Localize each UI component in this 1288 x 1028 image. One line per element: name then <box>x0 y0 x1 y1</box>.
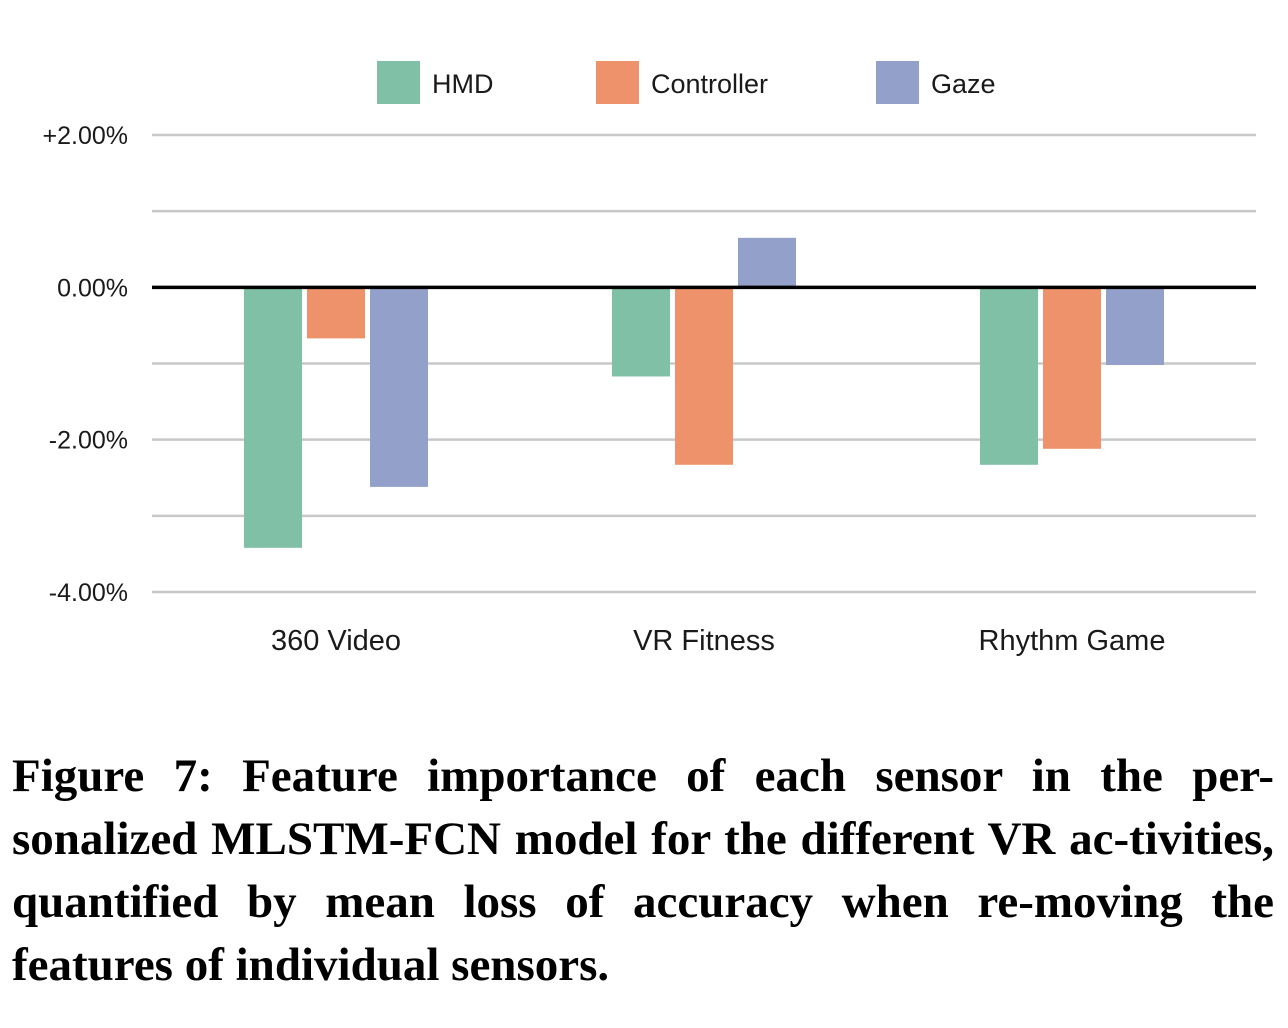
bar-gaze-rhythm-game <box>1106 287 1164 366</box>
y-tick-label: -4.00% <box>49 579 128 607</box>
legend-label-controller: Controller <box>651 69 768 99</box>
bar-hmd-vr-fitness <box>612 287 670 377</box>
legend-swatch-controller <box>596 61 639 104</box>
figure-caption: Figure 7: Feature importance of each sen… <box>12 750 1274 991</box>
bar-gaze-360-video <box>370 287 428 487</box>
y-tick-label: -2.00% <box>49 427 128 455</box>
bar-controller-rhythm-game <box>1043 287 1101 449</box>
x-category-label: VR Fitness <box>633 625 775 657</box>
legend: HMD Controller Gaze <box>377 61 996 104</box>
legend-label-hmd: HMD <box>432 69 494 99</box>
x-category-label: 360 Video <box>271 625 401 657</box>
x-category-label: Rhythm Game <box>979 625 1166 657</box>
bar-chart: -4.00% -2.00% 0.00% +2.00% 360 Video VR Fitn… <box>43 61 1256 657</box>
legend-label-gaze: Gaze <box>931 69 996 99</box>
bar-gaze-vr-fitness <box>738 237 796 288</box>
x-axis-categories: 360 Video VR Fitness Rhythm Game <box>271 625 1166 657</box>
bar-controller-vr-fitness <box>675 287 733 465</box>
y-tick-label: 0.00% <box>57 274 128 302</box>
bar-hmd-360-video <box>244 287 302 548</box>
legend-swatch-hmd <box>377 61 420 104</box>
bars <box>244 237 1164 548</box>
legend-swatch-gaze <box>876 61 919 104</box>
bar-hmd-rhythm-game <box>980 287 1038 465</box>
y-tick-label: +2.00% <box>43 122 129 150</box>
y-axis-ticks: -4.00% -2.00% 0.00% +2.00% <box>43 122 129 607</box>
bar-controller-360-video <box>307 287 365 339</box>
